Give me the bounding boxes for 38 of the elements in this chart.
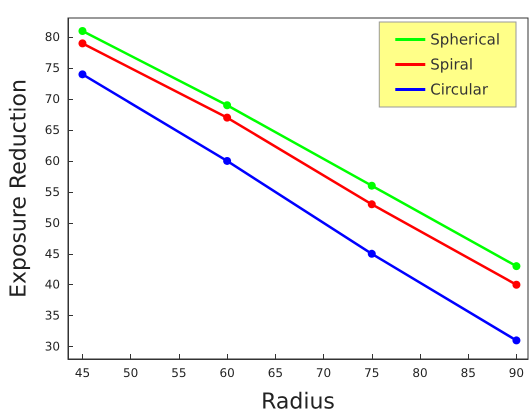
point: [223, 156, 232, 165]
y-axis-title: Exposure Reduction: [6, 79, 32, 298]
legend-label: Circular: [430, 80, 489, 98]
x-tick-label: 90: [508, 366, 524, 380]
x-tick-label: 75: [364, 366, 380, 380]
x-tick-label: 60: [219, 366, 235, 380]
x-tick-label: 80: [412, 366, 428, 380]
legend-label: Spherical: [430, 30, 500, 48]
x-tick-label: 85: [460, 366, 476, 380]
y-tick-label: 60: [44, 154, 60, 168]
point: [78, 70, 86, 78]
y-tick-label: 35: [44, 308, 60, 323]
point: [512, 280, 520, 289]
legend-label: Spiral: [430, 56, 474, 74]
point: [78, 27, 86, 35]
y-tick-label: 50: [44, 216, 60, 230]
x-tick-label: 65: [268, 366, 283, 380]
x-tick-label: 70: [316, 366, 332, 380]
point: [78, 39, 86, 48]
y-tick-label: 75: [44, 61, 60, 76]
y-tick-label: 55: [44, 184, 60, 199]
y-tick-label: 65: [44, 123, 60, 138]
y-tick-label: 80: [44, 30, 60, 44]
y-tick-label: 70: [44, 92, 60, 106]
point: [368, 250, 376, 258]
x-tick-label: 50: [123, 366, 138, 380]
point: [512, 262, 520, 270]
point: [368, 182, 376, 190]
point: [223, 101, 232, 110]
y-tick-label: 30: [44, 340, 60, 354]
y-tick-label: 45: [44, 246, 60, 261]
point: [223, 114, 232, 122]
x-axis-title: Radius: [261, 390, 335, 414]
point: [368, 200, 376, 208]
x-tick-label: 45: [74, 366, 90, 380]
y-tick-label: 40: [44, 278, 60, 292]
x-tick-label: 55: [171, 366, 187, 380]
point: [512, 336, 520, 344]
